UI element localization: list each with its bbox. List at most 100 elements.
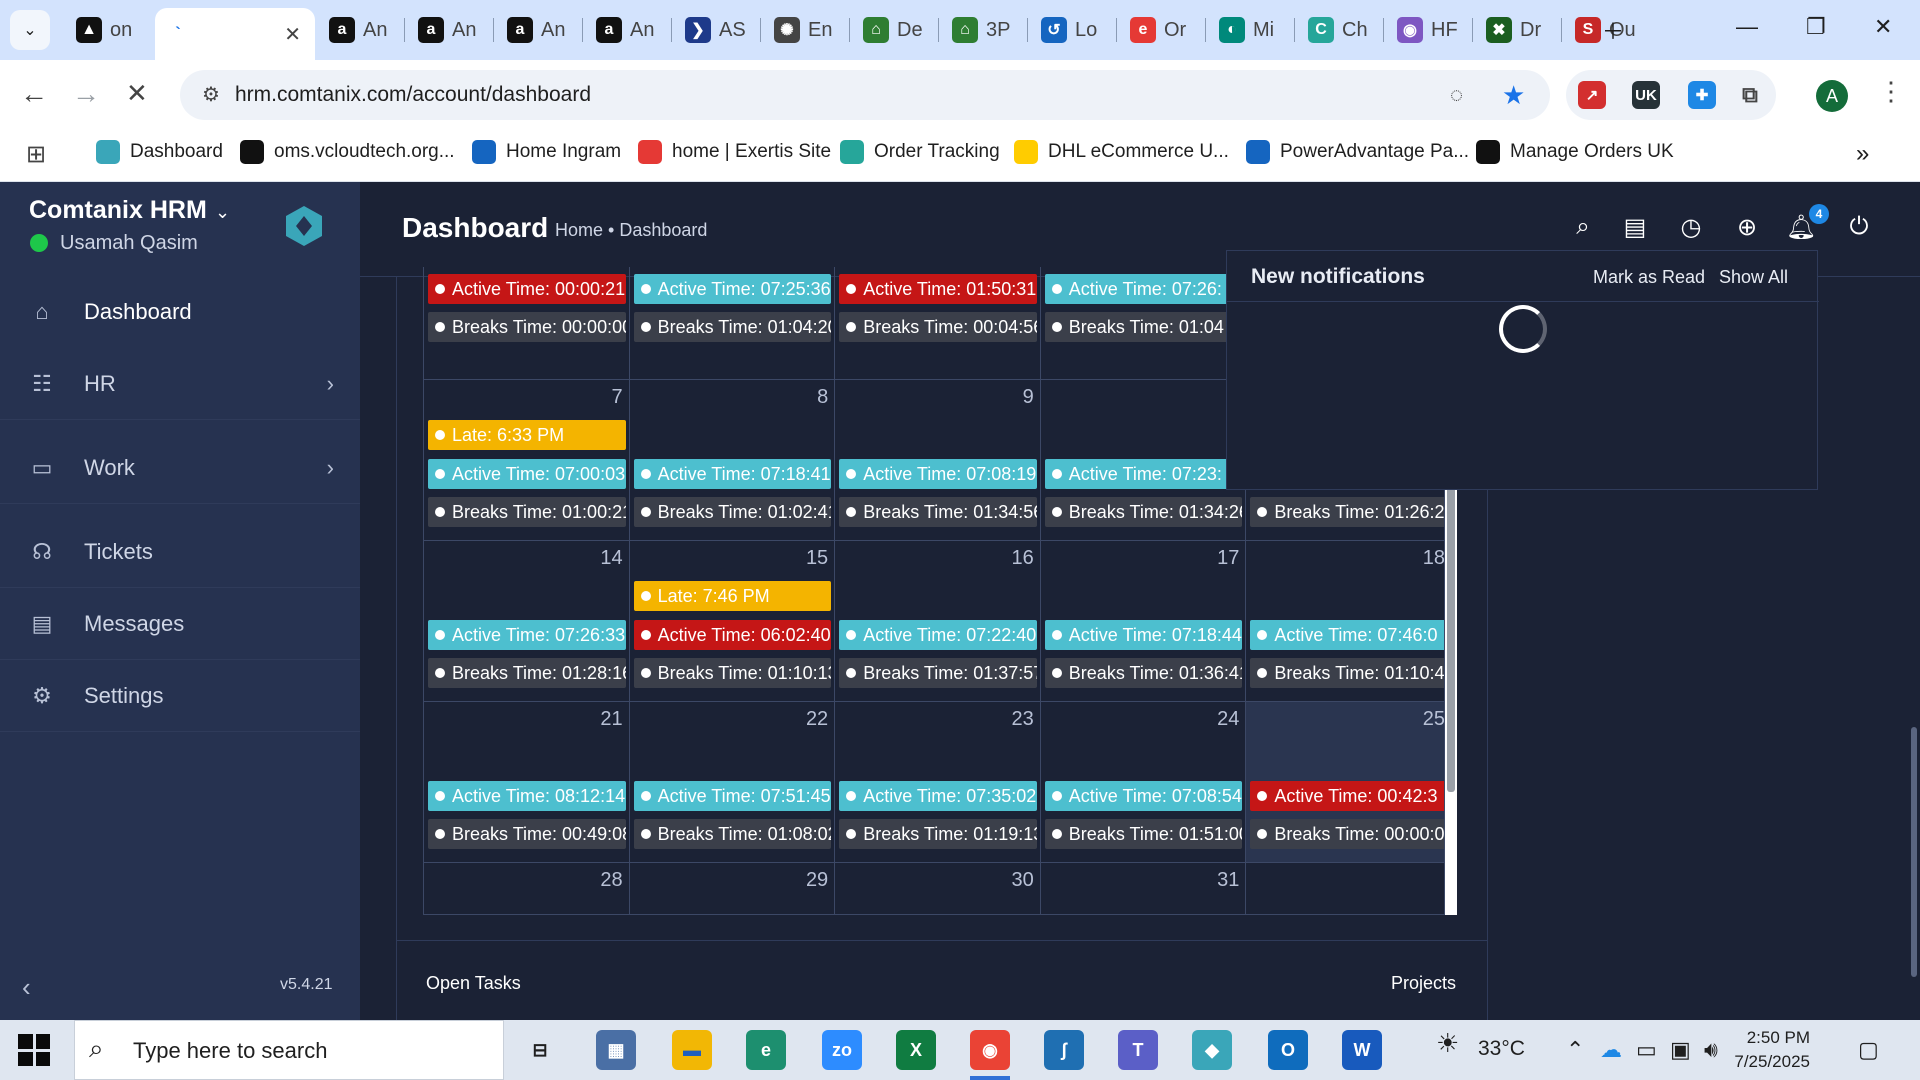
- attendance-event-active-bad[interactable]: Active Time: 00:00:21: [428, 273, 626, 304]
- file-explorer-icon[interactable]: ▬: [672, 1030, 712, 1070]
- browser-tab[interactable]: ⌂ De: [853, 12, 935, 48]
- battery-icon[interactable]: ▭: [1636, 1037, 1657, 1062]
- attendance-event-breaks[interactable]: Breaks Time: 01:28:16: [428, 658, 626, 688]
- bookmark-item[interactable]: DHL eCommerce U...: [1014, 140, 1229, 164]
- attendance-event-breaks[interactable]: Breaks Time: 00:49:08: [428, 819, 626, 849]
- chrome-icon[interactable]: ◉: [970, 1030, 1010, 1070]
- attendance-event-breaks[interactable]: Breaks Time: 01:04: [1044, 312, 1243, 342]
- attendance-event-breaks[interactable]: Breaks Time: 01:26:2: [1250, 497, 1444, 527]
- browser-tab[interactable]: ` ✕: [155, 8, 315, 60]
- forward-button[interactable]: →: [72, 78, 100, 109]
- page-scrollbar[interactable]: [1908, 277, 1920, 1020]
- browser-tab[interactable]: ▲ on: [66, 12, 148, 48]
- attendance-event-active-ok[interactable]: Active Time: 07:35:02: [839, 780, 1037, 811]
- address-bar[interactable]: ⚙ hrm.comtanix.com/account/dashboard ◌ ★: [180, 70, 1550, 120]
- attendance-event-breaks[interactable]: Breaks Time: 01:04:20: [633, 312, 832, 342]
- attendance-event-active-ok[interactable]: Active Time: 07:18:41: [633, 458, 832, 489]
- sidebar-item-dashboard[interactable]: ⌂ Dashboard: [0, 276, 360, 348]
- browser-tab[interactable]: a An: [586, 12, 668, 48]
- sidebar-item-hr[interactable]: ☷ HR ›: [0, 348, 360, 420]
- attendance-event-breaks[interactable]: Breaks Time: 01:37:57: [839, 658, 1037, 688]
- task-view-icon[interactable]: ⊟: [520, 1030, 560, 1070]
- calendar-day-cell[interactable]: [1246, 863, 1444, 914]
- attendance-event-active-ok[interactable]: Active Time: 07:00:03: [428, 458, 626, 489]
- attendance-event-breaks[interactable]: Breaks Time: 01:19:13: [839, 819, 1037, 849]
- calendar-day-cell[interactable]: 31: [1041, 863, 1247, 914]
- day-number[interactable]: 24: [1217, 708, 1240, 730]
- new-tab-button[interactable]: ＋: [1602, 19, 1625, 44]
- day-number[interactable]: 7: [611, 386, 623, 408]
- tab-list-button[interactable]: ⌄: [10, 10, 50, 50]
- breadcrumb[interactable]: Home • Dashboard: [555, 220, 708, 240]
- day-number[interactable]: 29: [805, 869, 829, 891]
- more-bookmarks-icon[interactable]: »: [1856, 140, 1870, 167]
- attendance-event-breaks[interactable]: Breaks Time: 01:34:26: [1044, 497, 1243, 527]
- browser-tab[interactable]: S Ou: [1565, 12, 1647, 48]
- add-icon[interactable]: ⊕: [1736, 213, 1758, 241]
- action-center-icon[interactable]: ▢: [1858, 1037, 1879, 1062]
- calendar-day-cell[interactable]: 29: [630, 863, 836, 914]
- puzzle-icon[interactable]: ⧉: [1742, 82, 1758, 107]
- attendance-event-active-ok[interactable]: Active Time: 07:26:33: [428, 619, 626, 650]
- day-number[interactable]: 30: [1011, 869, 1034, 891]
- day-number[interactable]: 31: [1217, 869, 1240, 891]
- attendance-event-active-ok[interactable]: Active Time: 07:22:40: [839, 619, 1037, 650]
- bookmark-item[interactable]: Manage Orders UK: [1476, 140, 1674, 164]
- word-icon[interactable]: W: [1342, 1030, 1382, 1070]
- bookmark-item[interactable]: PowerAdvantage Pa...: [1246, 140, 1469, 164]
- day-number[interactable]: 21: [600, 708, 623, 730]
- profile-avatar[interactable]: A: [1816, 80, 1848, 112]
- calendar-day-cell[interactable]: 15 Late: 7:46 PM Active Time: 06:02:40 Brea…: [629, 541, 836, 702]
- sidebar-item-tickets[interactable]: ☊ Tickets: [0, 516, 360, 588]
- browser-tab[interactable]: a An: [497, 12, 579, 48]
- windows-start-icon[interactable]: [18, 1034, 50, 1066]
- attendance-event-breaks[interactable]: Breaks Time: 01:08:02: [633, 819, 832, 849]
- browser-tab[interactable]: e Or: [1120, 12, 1202, 48]
- attendance-event-active-bad[interactable]: Active Time: 01:50:31: [839, 273, 1037, 304]
- stop-loading-button[interactable]: ✕: [126, 78, 148, 108]
- outlook-icon[interactable]: O: [1268, 1030, 1308, 1070]
- power-icon[interactable]: ⏻: [1849, 213, 1869, 240]
- attendance-event-breaks[interactable]: Breaks Time: 00:04:56: [839, 312, 1037, 342]
- close-tab-icon[interactable]: ✕: [284, 23, 301, 46]
- attendance-event-breaks[interactable]: Breaks Time: 01:00:21: [428, 497, 626, 527]
- calendar-day-cell[interactable]: 30: [835, 863, 1041, 914]
- day-number[interactable]: 25: [1422, 708, 1445, 730]
- chevron-up-icon[interactable]: ⌃: [1566, 1037, 1585, 1062]
- bookmark-star-icon[interactable]: ★: [1502, 80, 1526, 110]
- vpn-uk-extension-icon[interactable]: UK: [1632, 81, 1660, 109]
- attendance-event-breaks[interactable]: Breaks Time: 00:00:00: [428, 312, 626, 342]
- teams-icon[interactable]: T: [1118, 1030, 1158, 1070]
- pdf-extension-icon[interactable]: ↗: [1578, 81, 1606, 109]
- system-clock[interactable]: 2:50 PM 7/25/2025: [1720, 1026, 1810, 1074]
- attendance-event-active-ok[interactable]: Active Time: 07:23:: [1044, 458, 1243, 489]
- volume-icon[interactable]: 🔊︎: [1704, 1037, 1718, 1062]
- clock-icon[interactable]: ◷: [1680, 213, 1702, 241]
- apps-grid-icon[interactable]: ⊞: [26, 141, 47, 168]
- day-number[interactable]: 15: [805, 547, 829, 569]
- weather-temp[interactable]: 33°C: [1478, 1037, 1525, 1060]
- attendance-event-active-ok[interactable]: Active Time: 07:08:19: [839, 458, 1037, 489]
- browser-tab[interactable]: C Ch: [1298, 12, 1380, 48]
- attendance-event-breaks[interactable]: Breaks Time: 00:00:0: [1250, 819, 1444, 849]
- url-text[interactable]: hrm.comtanix.com/account/dashboard: [235, 83, 592, 106]
- day-number[interactable]: 9: [1022, 386, 1034, 408]
- day-number[interactable]: 16: [1011, 547, 1034, 569]
- browser-tab[interactable]: ❯ AS: [675, 12, 757, 48]
- day-number[interactable]: 22: [805, 708, 829, 730]
- sidebar-item-messages[interactable]: ▤ Messages: [0, 588, 360, 660]
- bookmark-item[interactable]: oms.vcloudtech.org...: [240, 140, 455, 164]
- attendance-event-active-ok[interactable]: Active Time: 07:51:45: [633, 780, 832, 811]
- network-icon[interactable]: ▣: [1670, 1037, 1691, 1062]
- browser-tab[interactable]: ⌂ 3P: [942, 12, 1024, 48]
- restore-button[interactable]: ❐: [1806, 14, 1826, 39]
- search-icon[interactable]: ⌕: [1576, 213, 1590, 240]
